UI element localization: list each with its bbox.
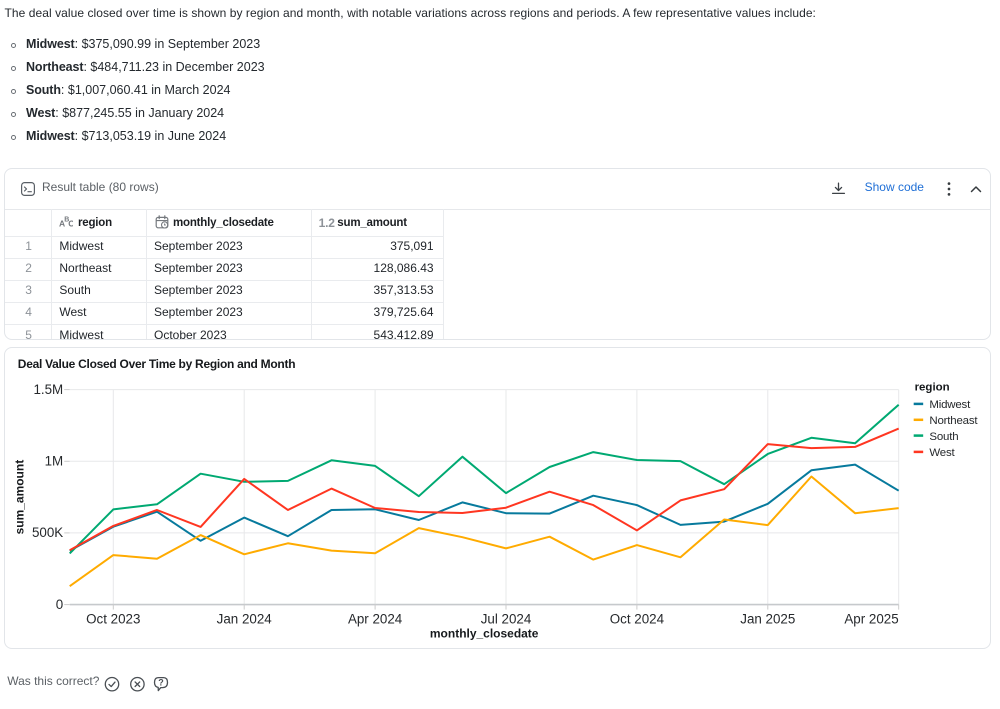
svg-text:sum_amount: sum_amount — [13, 460, 27, 535]
svg-text:Midwest: Midwest — [930, 400, 972, 412]
svg-text:West: West — [930, 448, 956, 460]
svg-text:1.5M: 1.5M — [34, 382, 64, 397]
svg-text:500K: 500K — [32, 526, 63, 541]
svg-text:Oct 2023: Oct 2023 — [86, 612, 140, 627]
svg-text:0: 0 — [56, 597, 63, 612]
svg-text:Jan 2025: Jan 2025 — [741, 612, 796, 627]
svg-text:C: C — [68, 219, 73, 229]
svg-text:South: South — [930, 431, 959, 443]
svg-text:monthly_closedate: monthly_closedate — [430, 627, 539, 641]
svg-text:A: A — [59, 219, 65, 229]
svg-text:B: B — [64, 217, 69, 224]
svg-text:Apr 2024: Apr 2024 — [348, 612, 403, 627]
svg-text:Northeast: Northeast — [930, 415, 979, 427]
svg-text:Deal Value Closed Over Time by: Deal Value Closed Over Time by Region an… — [18, 357, 295, 371]
svg-text:Apr 2025: Apr 2025 — [845, 612, 899, 627]
svg-text:1M: 1M — [45, 454, 64, 469]
svg-text:region: region — [915, 382, 950, 394]
svg-text:Jul 2024: Jul 2024 — [481, 612, 532, 627]
svg-text:?: ? — [158, 677, 164, 687]
svg-text:Oct 2024: Oct 2024 — [610, 612, 665, 627]
svg-text:Jan 2024: Jan 2024 — [217, 612, 273, 627]
